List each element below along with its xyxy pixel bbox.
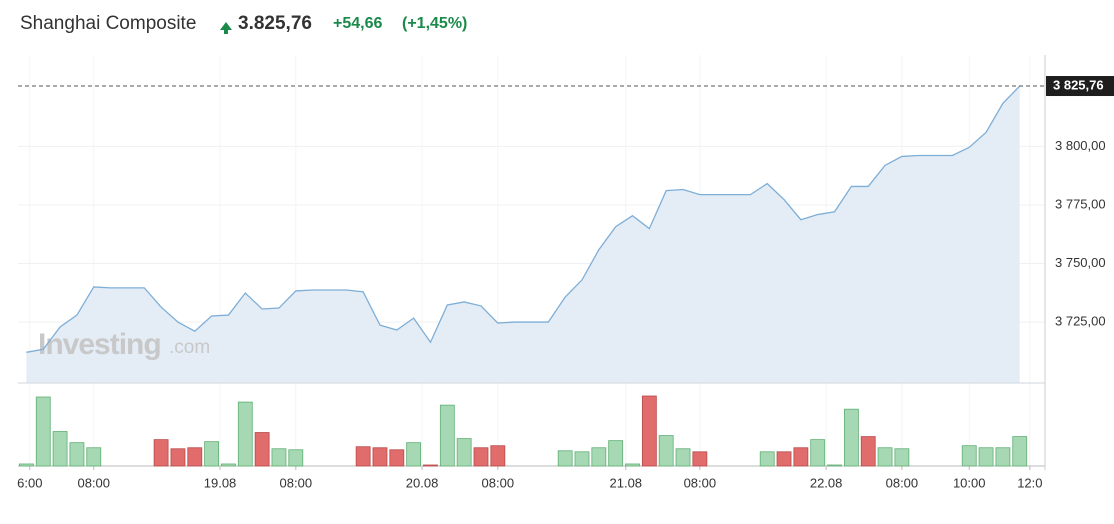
watermark: Investing [38,328,161,361]
volume-bar [961,445,977,467]
volume-bar [439,404,455,467]
last-price-label: 3 825,76 [1053,77,1104,92]
volume-bar [776,451,792,467]
volume-bar [355,446,371,467]
y-tick-label: 3 725,00 [1055,314,1106,329]
volume-bar [860,436,876,467]
volume-bar [170,448,186,467]
volume-bar [288,449,304,467]
x-tick-label: 08:00 [77,475,110,490]
y-tick-label: 3 750,00 [1055,255,1106,270]
volume-bar [759,451,775,467]
volume-bar [153,439,169,467]
volume-bar [675,448,691,467]
volume-bar [473,447,489,467]
volume-bar [423,464,438,467]
volume-bar [490,445,506,467]
volume-bar [187,447,203,467]
watermark-suffix: .com [169,337,210,358]
volume-bar [52,431,68,467]
volume-bar [995,447,1011,467]
volume-bar [793,447,809,467]
x-tick-label: 22.08 [810,475,843,490]
volume-bar [827,464,842,467]
price-line [26,85,1021,353]
volume-bar [658,435,674,467]
y-tick-label: 3 775,00 [1055,196,1106,211]
volume-bar [591,447,607,467]
volume-bar [843,408,859,467]
last-price-box [1046,76,1114,97]
volume-bar [456,438,472,467]
x-tick-label: 20.08 [406,475,439,490]
volume-bar [221,463,236,467]
volume-bar [254,432,270,467]
volume-bar [894,448,910,467]
up-arrow [220,22,232,34]
x-tick-label: 10:00 [953,475,986,490]
volume-bar [1012,436,1028,467]
volume-bar [19,463,34,467]
volume-bar [877,447,893,467]
volume-bar [608,440,624,467]
volume-bar [389,449,405,467]
price: 3.825,76 [238,13,312,34]
volume-bar [625,463,640,467]
volume-bar [574,451,590,467]
volume-bar [271,448,287,467]
x-tick-label: 19.08 [204,475,237,490]
change: +54,66 [333,15,382,32]
change-pct: (+1,45%) [402,15,467,32]
volume-bar [406,442,422,467]
volume-bar [204,441,220,467]
x-tick-label: 21.08 [610,475,643,490]
volume-bar [237,401,253,467]
chart-title: Shanghai Composite [20,13,196,34]
x-tick-label: 6:00 [17,475,42,490]
x-tick-label: 08:00 [280,475,313,490]
volume-bar [35,396,51,467]
volume-bar [372,447,388,467]
volume-bar [692,451,708,467]
x-tick-label: 08:00 [886,475,919,490]
volume-bar [641,395,657,467]
volume-bar [557,450,573,467]
x-tick-label: 08:00 [684,475,717,490]
y-tick-label: 3 800,00 [1055,138,1106,153]
volume-bar [86,447,102,467]
volume-bar [810,439,826,467]
volume-bar [978,447,994,467]
x-tick-label: 12:0 [1017,475,1042,490]
x-tick-label: 08:00 [482,475,515,490]
volume-bar [69,442,85,467]
